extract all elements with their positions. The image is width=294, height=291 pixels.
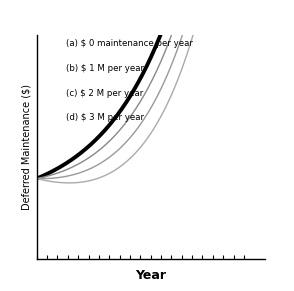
Text: (d) $ 3 M per year: (d) $ 3 M per year xyxy=(66,113,144,122)
Y-axis label: Deferred Maintenance ($): Deferred Maintenance ($) xyxy=(21,84,31,210)
Text: (c) $ 2 M per year: (c) $ 2 M per year xyxy=(66,89,144,98)
X-axis label: Year: Year xyxy=(135,269,166,282)
Text: (a) $ 0 maintenance per year: (a) $ 0 maintenance per year xyxy=(66,39,193,48)
Text: (b) $ 1 M per year: (b) $ 1 M per year xyxy=(66,64,144,73)
